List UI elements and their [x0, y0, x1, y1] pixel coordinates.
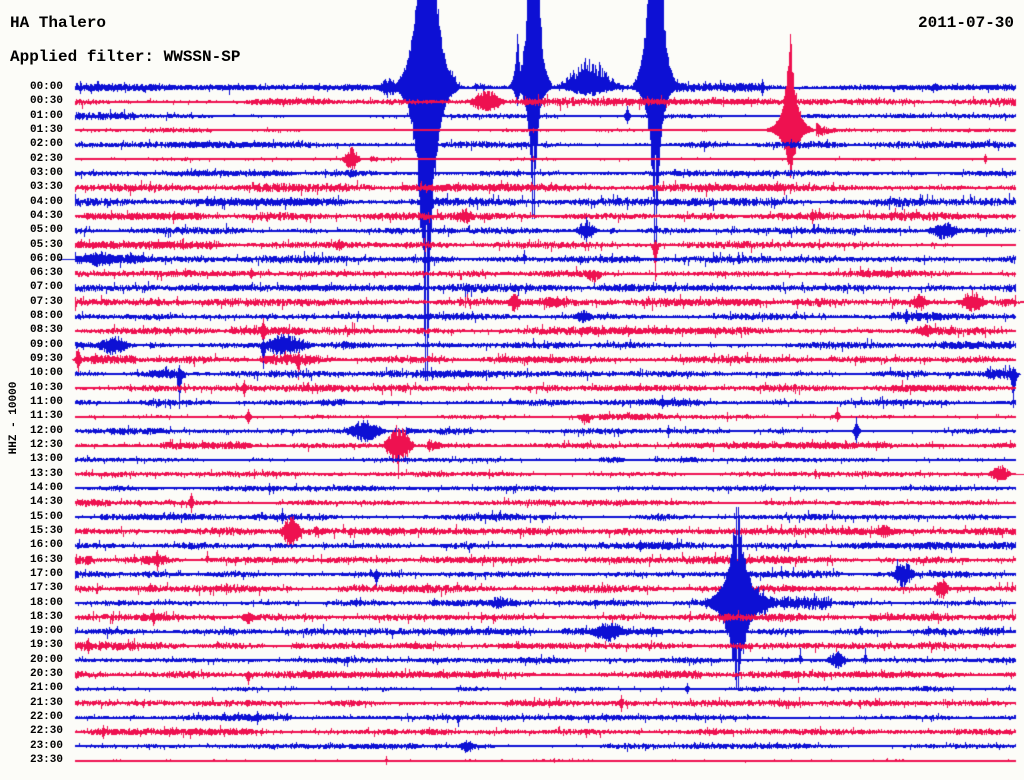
time-label: 01:30: [29, 123, 63, 136]
time-label: 22:30: [29, 725, 63, 738]
time-label: 13:30: [29, 467, 63, 480]
time-label: 07:00: [29, 281, 63, 294]
time-label: 05:30: [29, 238, 63, 251]
time-label: 03:30: [29, 181, 63, 194]
time-label: 12:30: [29, 439, 63, 451]
date-label: 2011-07-30: [917, 14, 1014, 32]
time-label: 07:30: [29, 295, 63, 308]
time-label: 17:30: [29, 582, 63, 595]
time-label: 18:00: [29, 596, 63, 609]
time-label: 11:00: [29, 396, 63, 409]
time-label: 10:00: [29, 367, 63, 380]
time-label: 02:00: [29, 138, 63, 151]
time-label: 08:30: [29, 324, 63, 337]
time-label: 04:00: [29, 195, 63, 208]
time-label: 02:30: [29, 152, 63, 165]
time-label: 20:30: [29, 668, 63, 681]
time-label: 23:30: [29, 754, 63, 767]
time-label: 09:00: [29, 338, 63, 351]
time-label: 22:00: [29, 711, 63, 724]
time-label: 14:00: [29, 481, 63, 494]
time-label: 15:30: [29, 524, 63, 537]
filter-label: Applied filter: WWSSN-SP: [10, 48, 241, 66]
time-label: 19:00: [29, 625, 63, 638]
time-label: 09:30: [29, 353, 63, 366]
time-label: 15:00: [29, 510, 63, 523]
time-label: 16:00: [29, 539, 63, 552]
time-label: 04:30: [29, 209, 63, 222]
time-label: 10:30: [29, 381, 63, 394]
time-label: 19:30: [29, 639, 63, 652]
time-label: 08:00: [29, 310, 63, 323]
time-label: 17:00: [29, 567, 63, 580]
time-label: 12:00: [29, 424, 63, 437]
time-label: 11:30: [29, 410, 63, 423]
time-label: 06:00: [29, 252, 63, 265]
time-label: 23:00: [29, 739, 63, 752]
time-label: 00:00: [29, 81, 63, 93]
time-label: 03:00: [29, 166, 63, 179]
time-label: 06:30: [29, 267, 63, 280]
time-label: 16:30: [29, 553, 63, 566]
time-label: 21:30: [29, 696, 63, 709]
time-label: 00:30: [29, 95, 63, 108]
time-label: 20:00: [29, 653, 63, 666]
time-label: 13:00: [29, 453, 63, 466]
time-label: 01:00: [29, 109, 63, 122]
time-label: 14:30: [29, 496, 63, 509]
time-label: 18:30: [29, 610, 63, 623]
station-title: HA Thalero: [10, 14, 107, 32]
time-label: 05:00: [29, 224, 63, 237]
time-label: 21:00: [29, 682, 63, 695]
